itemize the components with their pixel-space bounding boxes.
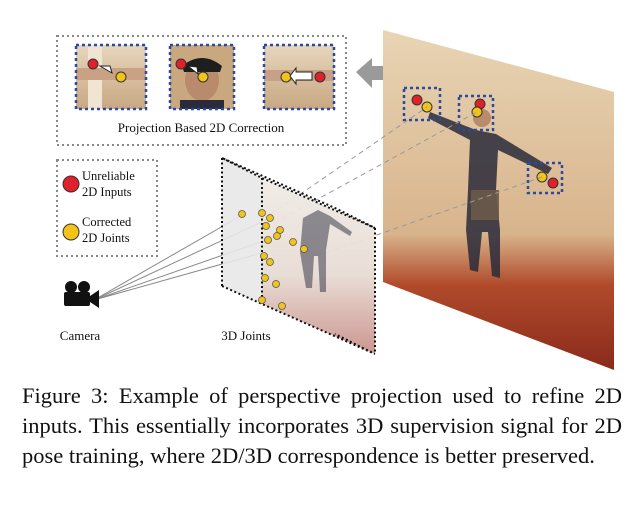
legend: Unreliable 2D Inputs Corrected 2D Joints bbox=[56, 159, 158, 257]
correction-panel: Projection Based 2D Correction bbox=[56, 35, 347, 146]
crop-arm-right bbox=[262, 43, 336, 111]
joint-points bbox=[238, 209, 308, 310]
camera-label: Camera bbox=[60, 328, 101, 343]
correction-panel-label: Projection Based 2D Correction bbox=[118, 120, 285, 135]
legend-unreliable-marker bbox=[62, 175, 80, 193]
projection-figure: Projection Based 2D Correction Unreliabl… bbox=[56, 30, 614, 370]
image-plane bbox=[383, 30, 614, 370]
legend-unreliable-label: Unreliable 2D Inputs bbox=[82, 169, 138, 199]
camera-icon bbox=[64, 281, 99, 308]
joints-label: 3D Joints bbox=[221, 328, 270, 343]
crop-head bbox=[168, 43, 236, 111]
crop-arm-left bbox=[74, 43, 148, 111]
legend-corrected-marker bbox=[62, 223, 80, 241]
left-arrow-icon bbox=[356, 58, 398, 88]
joints-volume: 3D Joints bbox=[221, 157, 376, 355]
legend-corrected-label: Corrected 2D Joints bbox=[82, 215, 134, 245]
figure-caption: Figure 3: Example of perspective project… bbox=[22, 383, 622, 468]
